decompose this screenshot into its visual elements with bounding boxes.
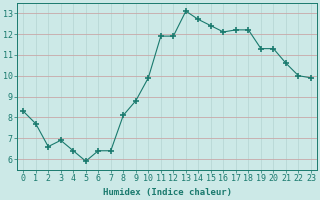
X-axis label: Humidex (Indice chaleur): Humidex (Indice chaleur) <box>103 188 232 197</box>
